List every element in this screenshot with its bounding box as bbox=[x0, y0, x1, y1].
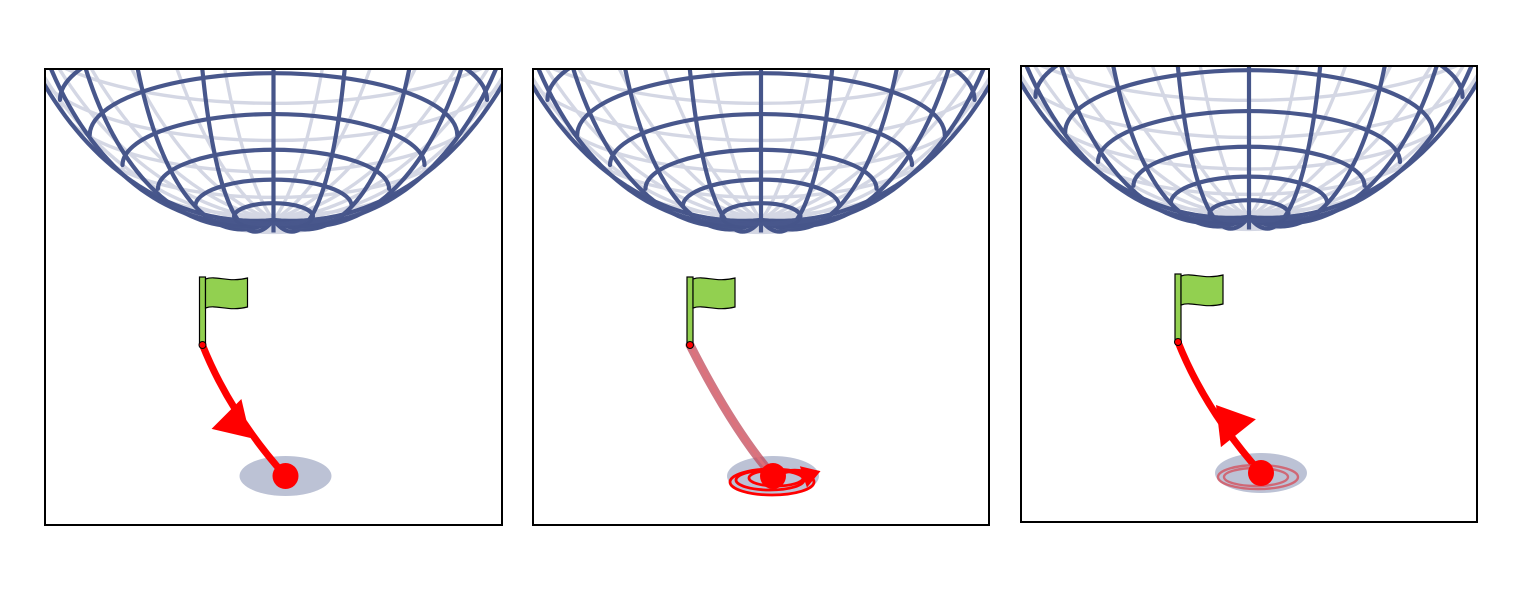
flag-cloth bbox=[692, 277, 736, 310]
meridian-front bbox=[570, 68, 764, 229]
globe-grid bbox=[957, 0, 1523, 523]
meridian-edge bbox=[532, 74, 763, 222]
panel-3 bbox=[957, 0, 1523, 523]
meridian-front bbox=[48, 68, 276, 226]
meridian-edge bbox=[759, 74, 990, 222]
trajectory bbox=[685, 340, 778, 481]
globe-shading bbox=[284, 228, 503, 526]
globe-grid bbox=[0, 0, 565, 526]
red-dot-icon bbox=[1248, 460, 1274, 486]
panel-frame bbox=[44, 68, 503, 526]
globe-shading bbox=[772, 228, 990, 526]
meridian-back bbox=[759, 68, 978, 222]
meridian-front bbox=[44, 79, 276, 223]
panel-frame bbox=[1020, 65, 1478, 523]
meridian-front bbox=[758, 68, 900, 232]
latitude-ring-back bbox=[482, 0, 1040, 61]
latitude-ring-back bbox=[957, 0, 1523, 12]
grid-front bbox=[499, 0, 1022, 234]
meridian-front bbox=[135, 68, 276, 232]
meridian-front bbox=[532, 80, 764, 223]
meridian-front bbox=[758, 68, 835, 234]
panel-1 bbox=[0, 0, 565, 526]
meridian-front bbox=[271, 79, 503, 223]
meridian-front bbox=[1246, 65, 1475, 223]
arrow-head-icon bbox=[1216, 405, 1256, 448]
meridian-front bbox=[200, 68, 276, 234]
meridian-front bbox=[83, 68, 276, 229]
meridian-front bbox=[271, 68, 347, 234]
ascent-path bbox=[1174, 338, 1265, 477]
orbit-arrow-icon bbox=[799, 466, 821, 488]
latitude-ring-front bbox=[34, 0, 513, 60]
faded-trail bbox=[685, 340, 778, 481]
flag-icon bbox=[1174, 273, 1224, 346]
flag-pole bbox=[1174, 273, 1182, 343]
meridian-front bbox=[271, 68, 499, 226]
panel-frame bbox=[532, 68, 990, 526]
flag-base bbox=[686, 341, 694, 349]
latitude-ring-back bbox=[469, 0, 1052, 15]
meridian-front bbox=[1246, 65, 1323, 231]
flag-base bbox=[1174, 338, 1182, 346]
flag-pole bbox=[686, 276, 694, 346]
latitude-ring-back bbox=[970, 0, 1523, 58]
meridian-edge bbox=[1020, 71, 1251, 219]
meridian-front bbox=[271, 68, 412, 232]
meridian-front bbox=[1246, 77, 1478, 220]
globe-shading bbox=[1260, 225, 1478, 523]
meridian-front bbox=[1020, 77, 1252, 220]
globe-grid bbox=[469, 0, 1052, 526]
flag-cloth bbox=[1180, 274, 1224, 307]
meridian-back bbox=[544, 68, 763, 222]
flag-icon bbox=[686, 276, 736, 349]
latitude-ring-front bbox=[499, 0, 1022, 15]
arrow-head-icon bbox=[211, 399, 251, 438]
latitude-ring-front bbox=[1009, 0, 1488, 57]
latitude-ring-front bbox=[987, 0, 1510, 12]
meridian-front bbox=[687, 68, 764, 234]
latitude-ring-back bbox=[0, 0, 565, 15]
meridian-front bbox=[1058, 65, 1252, 226]
latitude-ring-front bbox=[521, 0, 1000, 60]
meridian-front bbox=[622, 68, 764, 232]
red-dot-icon bbox=[272, 463, 299, 489]
trajectory bbox=[199, 341, 289, 480]
flag-icon bbox=[198, 276, 249, 349]
meridian-back bbox=[1032, 65, 1251, 219]
meridian-front bbox=[758, 80, 990, 223]
meridian-front bbox=[1110, 65, 1252, 229]
trajectory bbox=[1174, 338, 1265, 477]
meridian-front bbox=[758, 68, 987, 226]
meridian-edge bbox=[271, 73, 503, 222]
grid-back bbox=[957, 0, 1523, 232]
meridian-back bbox=[271, 68, 491, 222]
meridian-front bbox=[1246, 65, 1388, 229]
grid-front bbox=[987, 0, 1510, 231]
grid-front bbox=[12, 0, 535, 234]
flag-base bbox=[198, 341, 207, 349]
panel-2 bbox=[469, 0, 1052, 526]
flag-cloth bbox=[204, 277, 249, 310]
latitude-ring-front bbox=[12, 0, 535, 15]
red-dot-icon bbox=[760, 463, 786, 489]
latitude-ring-back bbox=[0, 0, 553, 61]
meridian-front bbox=[1023, 65, 1252, 223]
flag-pole bbox=[198, 276, 207, 346]
faded-trail-core bbox=[688, 344, 775, 477]
meridian-front bbox=[1175, 65, 1252, 231]
meridian-front bbox=[535, 68, 764, 226]
